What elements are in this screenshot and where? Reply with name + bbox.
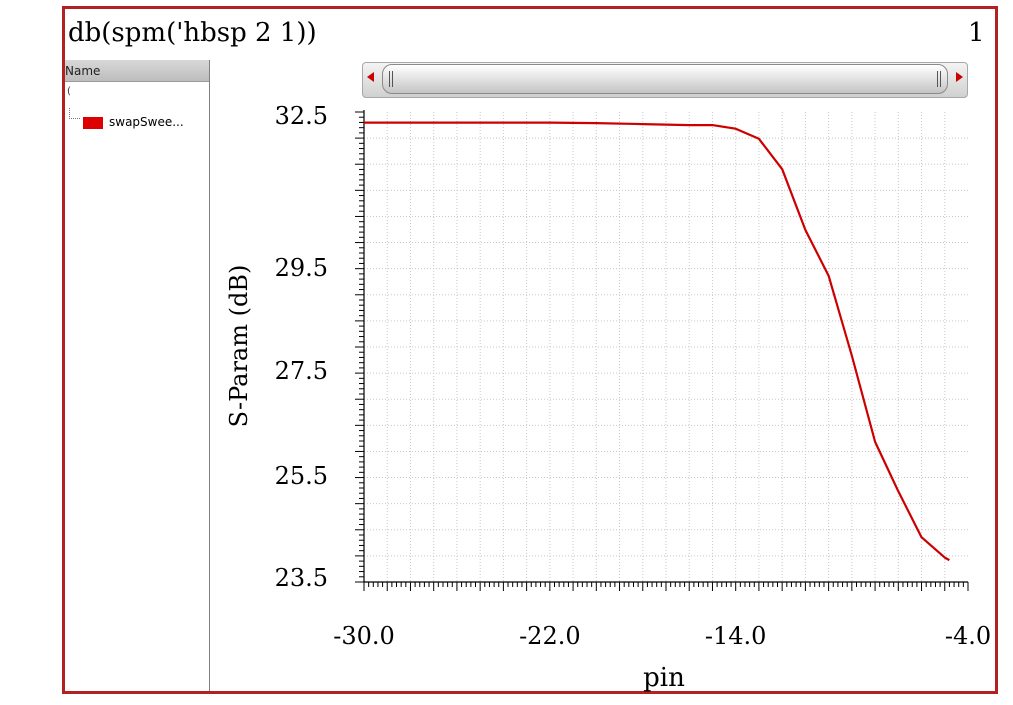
tick-labels: -30.0 -22.0 -14.0 -4.0 32.5 29.5 27.5 25.5 23.5 <box>275 102 992 650</box>
scroll-left-arrow-icon[interactable] <box>367 72 374 82</box>
scroll-right-arrow-icon[interactable] <box>956 72 963 82</box>
y-tick-label: 32.5 <box>275 102 328 130</box>
trace-expression-title: db(spm('hbsp 2 1)) <box>68 18 317 48</box>
x-tick-label: -14.0 <box>705 622 767 650</box>
y-tick-label: 23.5 <box>275 564 328 592</box>
y-tick-label: 25.5 <box>275 462 328 490</box>
subwindow-number: 1 <box>968 18 985 48</box>
series-layer[interactable] <box>364 121 950 562</box>
minor-grid <box>364 112 968 582</box>
thumb-left-grip-icon[interactable] <box>389 71 393 87</box>
series-line[interactable] <box>364 121 950 562</box>
y-tick-label: 27.5 <box>275 357 328 385</box>
legend-panel: Name ( swapSwee... <box>65 60 210 691</box>
scroll-thumb[interactable] <box>382 64 948 94</box>
axis-ticks <box>355 111 969 591</box>
plot-window-frame <box>62 6 998 694</box>
x-axis-label: pin <box>643 663 685 693</box>
x-tick-label: -22.0 <box>519 622 581 650</box>
legend-trace-label[interactable]: swapSwee... <box>109 115 184 129</box>
x-tick-label: -30.0 <box>333 622 395 650</box>
x-tick-label: -4.0 <box>945 622 991 650</box>
legend-column-header-name[interactable]: Name <box>65 60 209 82</box>
y-axis-label: S-Param (dB) <box>225 265 253 428</box>
tree-connector <box>69 108 80 119</box>
y-tick-label: 29.5 <box>275 254 328 282</box>
horizontal-zoom-scrollbar[interactable] <box>362 62 968 100</box>
legend-color-swatch <box>83 117 103 129</box>
legend-root-item[interactable]: ( <box>67 86 71 97</box>
thumb-right-grip-icon[interactable] <box>937 71 941 87</box>
